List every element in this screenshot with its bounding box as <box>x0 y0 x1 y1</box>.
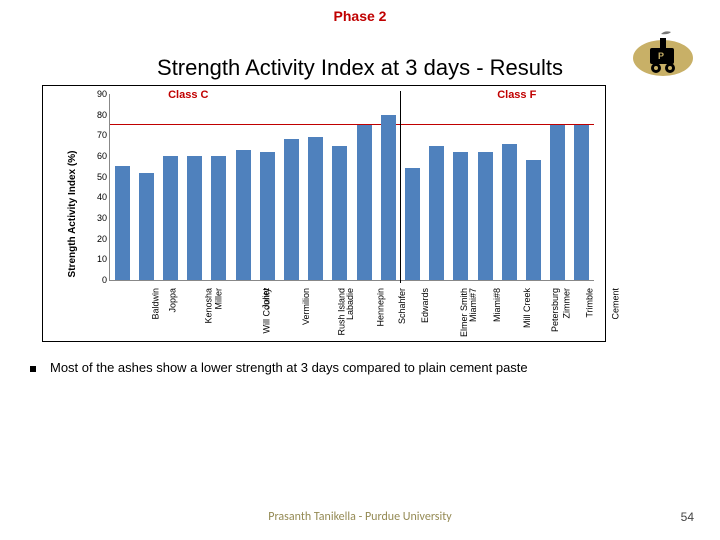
bar <box>478 152 493 280</box>
bar <box>429 146 444 280</box>
bar <box>260 152 275 280</box>
svg-text:P: P <box>658 51 664 61</box>
x-tick-label: Kenosha <box>203 288 213 324</box>
x-tick-label: Hennepin <box>375 288 385 327</box>
bar <box>308 137 323 280</box>
x-tick-label: Edwards <box>420 288 430 323</box>
bar <box>139 173 154 280</box>
reference-line <box>110 124 594 125</box>
y-tick: 40 <box>87 192 107 202</box>
x-tick-label: Cement <box>610 288 620 320</box>
x-axis: BaldwinJoppaKenoshaMillerWill CountyJoli… <box>109 282 593 337</box>
class-divider <box>400 91 401 283</box>
x-tick-label: Vermilion <box>301 288 311 325</box>
y-tick: 90 <box>87 89 107 99</box>
bullet-icon <box>30 366 36 372</box>
class-c-label: Class C <box>168 89 208 101</box>
y-axis-label: Strength Activity Index (%) <box>67 150 78 277</box>
y-axis: 0102030405060708090 <box>85 94 107 280</box>
bar <box>574 125 589 280</box>
bar <box>332 146 347 280</box>
bar <box>115 166 130 280</box>
x-tick-label: Schahfer <box>397 288 407 324</box>
bar <box>405 168 420 280</box>
bar <box>211 156 226 280</box>
y-tick: 20 <box>87 234 107 244</box>
bar <box>550 125 565 280</box>
bullet-point: Most of the ashes show a lower strength … <box>30 360 690 375</box>
x-tick-label: Joliet <box>261 288 271 309</box>
x-tick-label: Labadie <box>345 288 355 320</box>
x-tick-label: Miller <box>213 288 223 310</box>
y-tick: 10 <box>87 254 107 264</box>
y-tick: 80 <box>87 110 107 120</box>
x-tick-label: Joppa <box>168 288 178 313</box>
bar <box>284 139 299 280</box>
phase-label: Phase 2 <box>0 8 720 24</box>
x-tick-label: Elmer Smith <box>459 288 469 337</box>
bar <box>453 152 468 280</box>
y-tick: 30 <box>87 213 107 223</box>
bar <box>163 156 178 280</box>
y-tick: 70 <box>87 130 107 140</box>
bar <box>187 156 202 280</box>
class-f-label: Class F <box>497 89 536 101</box>
y-tick: 60 <box>87 151 107 161</box>
bar <box>236 150 251 280</box>
x-tick-label: Baldwin <box>151 288 161 320</box>
bar <box>526 160 541 280</box>
page-title: Strength Activity Index at 3 days - Resu… <box>0 55 720 81</box>
bullet-text: Most of the ashes show a lower strength … <box>50 360 528 375</box>
plot-area: Class C Class F <box>109 94 594 281</box>
x-tick-label: Miami#8 <box>492 288 502 322</box>
x-tick-label: Zimmer <box>561 288 571 319</box>
x-tick-label: Trimble <box>584 288 594 318</box>
bar <box>357 125 372 280</box>
page-number: 54 <box>681 510 694 524</box>
y-tick: 0 <box>87 275 107 285</box>
bar <box>502 144 517 280</box>
footer-text: Prasanth Tanikella - Purdue University <box>0 510 720 524</box>
x-tick-label: Miami#7 <box>468 288 478 322</box>
y-tick: 50 <box>87 172 107 182</box>
sai-bar-chart: Strength Activity Index (%) 0 10 20 30 40 50 6… <box>42 85 606 342</box>
purdue-logo: P <box>628 28 698 80</box>
bar <box>381 115 396 280</box>
x-tick-label: Petersburg <box>550 288 560 332</box>
x-tick-label: Mill Creek <box>522 288 532 328</box>
